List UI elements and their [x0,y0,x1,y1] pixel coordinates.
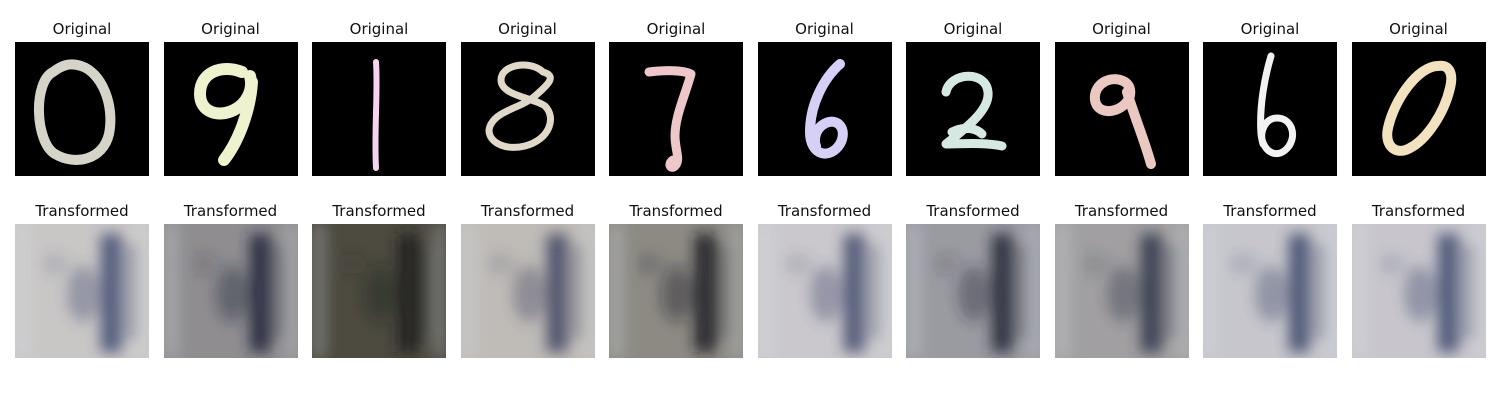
original-title: Original [1092,20,1151,38]
original-image-svg [1203,42,1337,176]
transformed-image [757,224,892,358]
transformed-title: Transformed [629,202,723,220]
transformed-image-svg [460,224,595,358]
original-image-svg [1054,42,1189,176]
original-image [609,42,743,176]
transformed-title: Transformed [332,202,426,220]
transformed-image-svg [906,224,1040,358]
original-image [757,42,892,176]
transformed-image-svg [312,224,446,358]
transformed-title: Transformed [1371,202,1466,220]
original-title: Original [349,20,409,38]
transformed-image [1203,224,1337,358]
transformed-title: Transformed [777,202,872,220]
digit-stroke [1089,74,1156,169]
digit-stroke [485,61,554,151]
transformed-image-svg [163,224,298,358]
original-image-svg [906,42,1040,176]
transformed-title: Transformed [1074,202,1169,220]
transformed-image-svg [1054,224,1189,358]
original-title: Original [943,20,1003,38]
original-title: Original [1389,20,1448,38]
original-image-svg [1351,42,1486,176]
original-image-svg [163,42,298,176]
transformed-image [460,224,595,358]
transformed-title: Transformed [480,202,575,220]
original-image [312,42,446,176]
original-image [1203,42,1337,176]
transformed-title: Transformed [926,202,1020,220]
transformed-image-svg [1203,224,1337,358]
digit-stroke [33,59,116,165]
transformed-image [15,224,149,358]
digit-stroke [193,63,258,166]
original-image [1054,42,1189,176]
original-image-svg [757,42,892,176]
original-image-svg [460,42,595,176]
original-title: Original [646,20,706,38]
original-image [1351,42,1486,176]
original-title: Original [201,20,260,38]
transformed-image [1054,224,1189,358]
original-title: Original [498,20,557,38]
digit-stroke [1381,60,1456,156]
transformed-image [163,224,298,358]
digit-stroke [372,59,380,171]
transformed-title: Transformed [35,202,129,220]
digit-stroke [941,71,1007,151]
transformed-image [1351,224,1486,358]
transformed-image-svg [609,224,743,358]
transformed-title: Transformed [1223,202,1317,220]
original-title: Original [795,20,854,38]
original-image [15,42,149,176]
original-image-svg [609,42,743,176]
original-image-svg [312,42,446,176]
original-image-svg [15,42,149,176]
digit-stroke [804,59,848,159]
transformed-title: Transformed [183,202,278,220]
transformed-image [312,224,446,358]
digit-stroke [1257,52,1296,158]
transformed-image [906,224,1040,358]
transformed-image-svg [15,224,149,358]
digit-stroke [644,66,696,172]
original-image [460,42,595,176]
transformed-image-svg [1351,224,1486,358]
original-title: Original [1240,20,1300,38]
original-image [163,42,298,176]
original-image [906,42,1040,176]
transformed-image-svg [757,224,892,358]
original-title: Original [52,20,112,38]
transformed-image [609,224,743,358]
